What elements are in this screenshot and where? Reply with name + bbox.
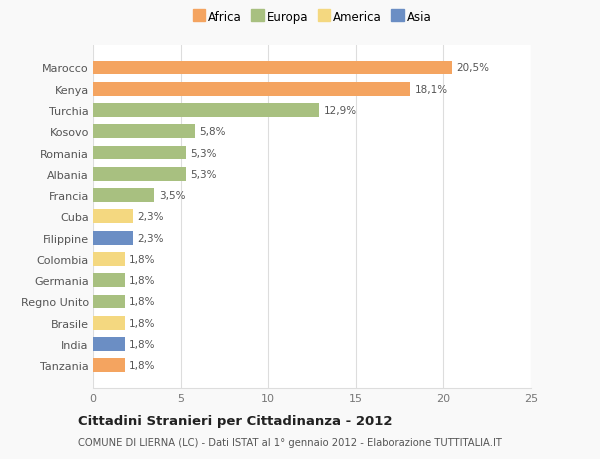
Bar [93,210,133,224]
Text: 18,1%: 18,1% [415,84,448,95]
Text: 1,8%: 1,8% [129,339,155,349]
Text: 1,8%: 1,8% [129,254,155,264]
Bar [93,231,133,245]
Bar [93,146,186,160]
Bar [93,189,154,202]
Text: 12,9%: 12,9% [323,106,356,116]
Bar [93,274,125,287]
Bar [93,104,319,118]
Text: 5,3%: 5,3% [190,169,217,179]
Text: COMUNE DI LIERNA (LC) - Dati ISTAT al 1° gennaio 2012 - Elaborazione TUTTITALIA.: COMUNE DI LIERNA (LC) - Dati ISTAT al 1°… [78,437,502,447]
Bar [93,83,410,96]
Text: 1,8%: 1,8% [129,360,155,370]
Text: Cittadini Stranieri per Cittadinanza - 2012: Cittadini Stranieri per Cittadinanza - 2… [78,414,392,428]
Text: 3,5%: 3,5% [158,190,185,201]
Text: 2,3%: 2,3% [137,212,164,222]
Text: 5,3%: 5,3% [190,148,217,158]
Bar [93,252,125,266]
Bar [93,168,186,181]
Bar [93,337,125,351]
Bar [93,125,194,139]
Text: 1,8%: 1,8% [129,275,155,285]
Text: 5,8%: 5,8% [199,127,226,137]
Text: 2,3%: 2,3% [137,233,164,243]
Bar [93,295,125,308]
Bar [93,62,452,75]
Bar [93,358,125,372]
Bar [93,316,125,330]
Legend: Africa, Europa, America, Asia: Africa, Europa, America, Asia [189,7,435,28]
Text: 1,8%: 1,8% [129,297,155,307]
Text: 20,5%: 20,5% [457,63,490,73]
Text: 1,8%: 1,8% [129,318,155,328]
